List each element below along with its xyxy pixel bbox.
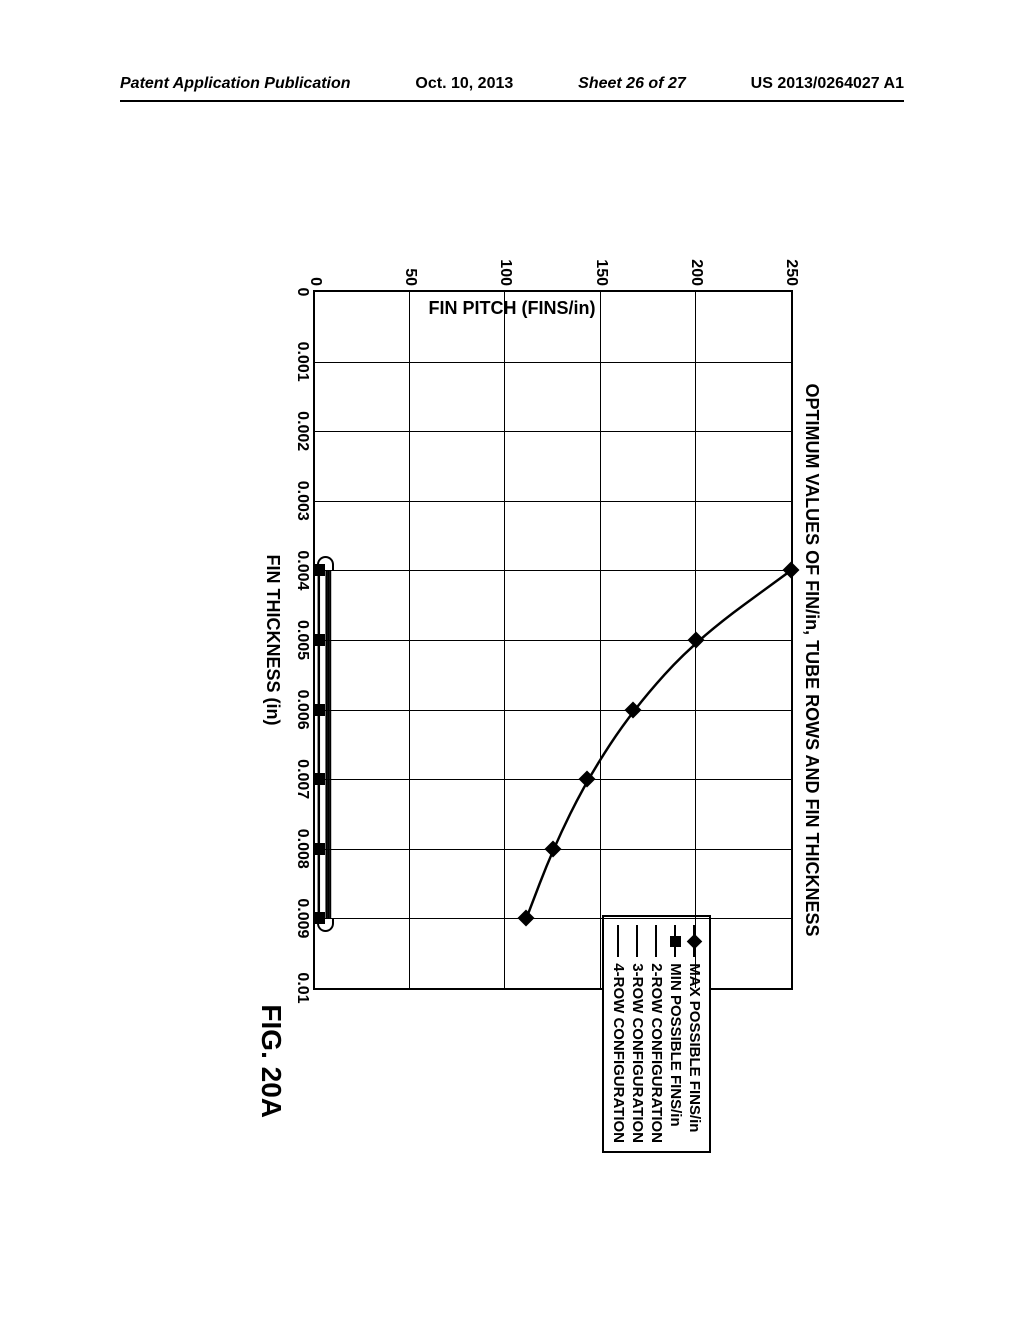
diamond-marker <box>518 910 535 927</box>
header-divider <box>120 100 904 102</box>
legend-marker-icon <box>669 925 683 957</box>
x-tick-label: 0.01 <box>293 972 315 1003</box>
x-tick-label: 0.007 <box>293 759 315 799</box>
square-marker <box>313 634 325 646</box>
diamond-marker <box>687 632 704 649</box>
chart-container: OPTIMUM VALUES OF FIN/in, TUBE ROWS AND … <box>202 220 822 1100</box>
legend-label: 4-ROW CONFIGURATION <box>610 963 627 1143</box>
gridline-vertical <box>315 779 791 780</box>
x-tick-label: 0.009 <box>293 898 315 938</box>
gridline-vertical <box>315 431 791 432</box>
diamond-marker <box>579 771 596 788</box>
gridline-vertical <box>315 640 791 641</box>
legend-marker-icon <box>650 925 664 957</box>
header-pubnum: US 2013/0264027 A1 <box>751 75 904 93</box>
x-tick-label: 0.005 <box>293 620 315 660</box>
x-tick-label: 0.004 <box>293 550 315 590</box>
square-marker <box>313 843 325 855</box>
legend-item: 3-ROW CONFIGURATION <box>629 925 646 1143</box>
y-tick-label: 200 <box>687 259 705 292</box>
diamond-marker <box>545 840 562 857</box>
square-marker <box>313 912 325 924</box>
y-tick-label: 0 <box>306 277 324 292</box>
diamond-marker <box>783 562 800 579</box>
y-tick-label: 50 <box>401 268 419 292</box>
gridline-horizontal <box>600 292 601 988</box>
square-marker <box>313 564 325 576</box>
diamond-marker <box>624 701 641 718</box>
x-axis-label: FIN THICKNESS (in) <box>262 290 283 990</box>
legend-label: MIN POSSIBLE FINS/in <box>667 963 684 1126</box>
legend-item: MIN POSSIBLE FINS/in <box>667 925 684 1143</box>
y-tick-label: 100 <box>496 259 514 292</box>
legend-marker-icon <box>631 925 645 957</box>
gridline-vertical <box>315 570 791 571</box>
header-left: Patent Application Publication <box>120 75 351 93</box>
legend-label: 2-ROW CONFIGURATION <box>648 963 665 1143</box>
chart-title: OPTIMUM VALUES OF FIN/in, TUBE ROWS AND … <box>801 220 822 1100</box>
header-sheet: Sheet 26 of 27 <box>578 75 686 93</box>
square-marker <box>313 773 325 785</box>
gridline-horizontal <box>504 292 505 988</box>
x-tick-label: 0.006 <box>293 690 315 730</box>
gridline-vertical <box>315 501 791 502</box>
legend-label: 3-ROW CONFIGURATION <box>629 963 646 1143</box>
x-tick-label: 0.001 <box>293 342 315 382</box>
figure-label: FIG. 20A <box>255 1004 287 1118</box>
legend-item: 2-ROW CONFIGURATION <box>648 925 665 1143</box>
gridline-horizontal <box>409 292 410 988</box>
gridline-vertical <box>315 918 791 919</box>
gridline-vertical <box>315 362 791 363</box>
x-tick-label: 0.003 <box>293 481 315 521</box>
legend-marker-icon <box>612 925 626 957</box>
page-header: Patent Application Publication Oct. 10, … <box>0 75 1024 93</box>
plot-area: MAX POSSIBLE FINS/inMIN POSSIBLE FINS/in… <box>313 290 793 990</box>
legend-label: MAX POSSIBLE FINS/in <box>686 963 703 1132</box>
y-tick-label: 250 <box>782 259 800 292</box>
header-date: Oct. 10, 2013 <box>415 75 513 93</box>
y-tick-label: 150 <box>592 259 610 292</box>
x-tick-label: 0.008 <box>293 829 315 869</box>
gridline-vertical <box>315 710 791 711</box>
x-tick-label: 0.002 <box>293 411 315 451</box>
square-marker <box>313 704 325 716</box>
legend-item: 4-ROW CONFIGURATION <box>610 925 627 1143</box>
